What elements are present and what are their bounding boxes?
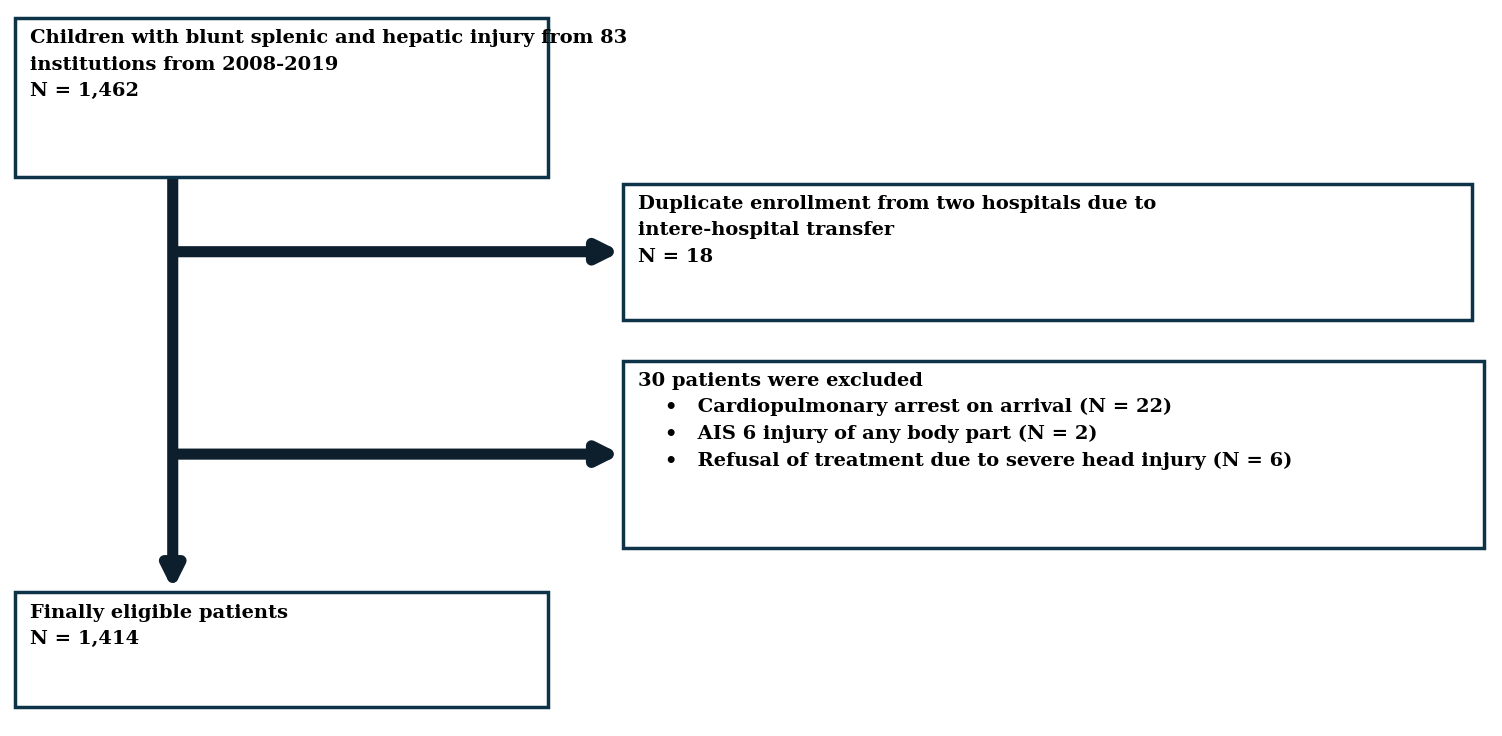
Text: Children with blunt splenic and hepatic injury from 83
institutions from 2008-20: Children with blunt splenic and hepatic … <box>30 29 628 100</box>
FancyBboxPatch shape <box>15 18 548 177</box>
FancyBboxPatch shape <box>623 361 1484 548</box>
Text: Duplicate enrollment from two hospitals due to
intere-hospital transfer
N = 18: Duplicate enrollment from two hospitals … <box>638 195 1157 266</box>
FancyBboxPatch shape <box>15 592 548 707</box>
Text: 30 patients were excluded
    •   Cardiopulmonary arrest on arrival (N = 22)
   : 30 patients were excluded • Cardiopulmon… <box>638 372 1293 470</box>
FancyBboxPatch shape <box>623 184 1472 320</box>
Text: Finally eligible patients
N = 1,414: Finally eligible patients N = 1,414 <box>30 604 288 648</box>
